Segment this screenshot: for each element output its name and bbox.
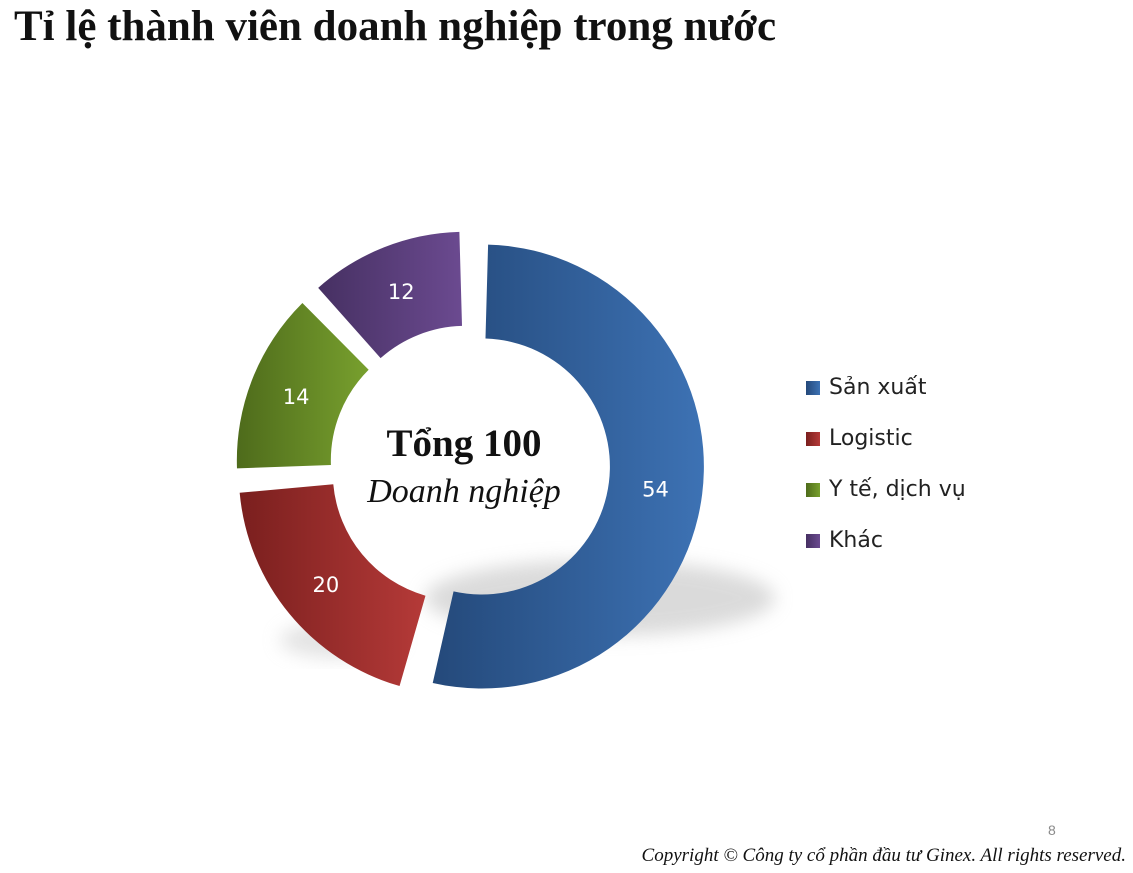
- page-number: 8: [1048, 822, 1056, 838]
- center-subtitle-text: Doanh nghiệp: [366, 473, 561, 510]
- slice-data-label: 54: [642, 477, 669, 501]
- center-total-text: Tổng 100: [387, 422, 542, 465]
- slice-data-label: 14: [283, 385, 310, 409]
- legend-swatch: [806, 431, 820, 446]
- doughnut-slice: [432, 244, 704, 689]
- legend-swatch: [806, 482, 820, 497]
- copyright-notice: Copyright © Công ty cổ phần đầu tư Ginex…: [641, 845, 1126, 866]
- chart-legend: Sản xuất Logistic Y tế, dịch vụ Khác: [806, 362, 966, 566]
- legend-swatch: [806, 533, 820, 548]
- legend-label: Logistic: [829, 426, 913, 451]
- doughnut-slice: [236, 303, 369, 469]
- slice-data-label: 20: [313, 573, 340, 597]
- legend-swatch: [806, 380, 820, 395]
- legend-item: Sản xuất: [806, 362, 966, 413]
- legend-label: Y tế, dịch vụ: [829, 477, 966, 502]
- legend-label: Khác: [829, 528, 883, 553]
- page-title: Tỉ lệ thành viên doanh nghiệp trong nước: [14, 3, 777, 50]
- doughnut-slice: [239, 484, 426, 687]
- legend-item: Logistic: [806, 413, 966, 464]
- doughnut-slice: [318, 231, 463, 359]
- slice-data-label: 12: [388, 280, 415, 304]
- legend-label: Sản xuất: [829, 375, 927, 400]
- legend-item: Khác: [806, 515, 966, 566]
- legend-item: Y tế, dịch vụ: [806, 464, 966, 515]
